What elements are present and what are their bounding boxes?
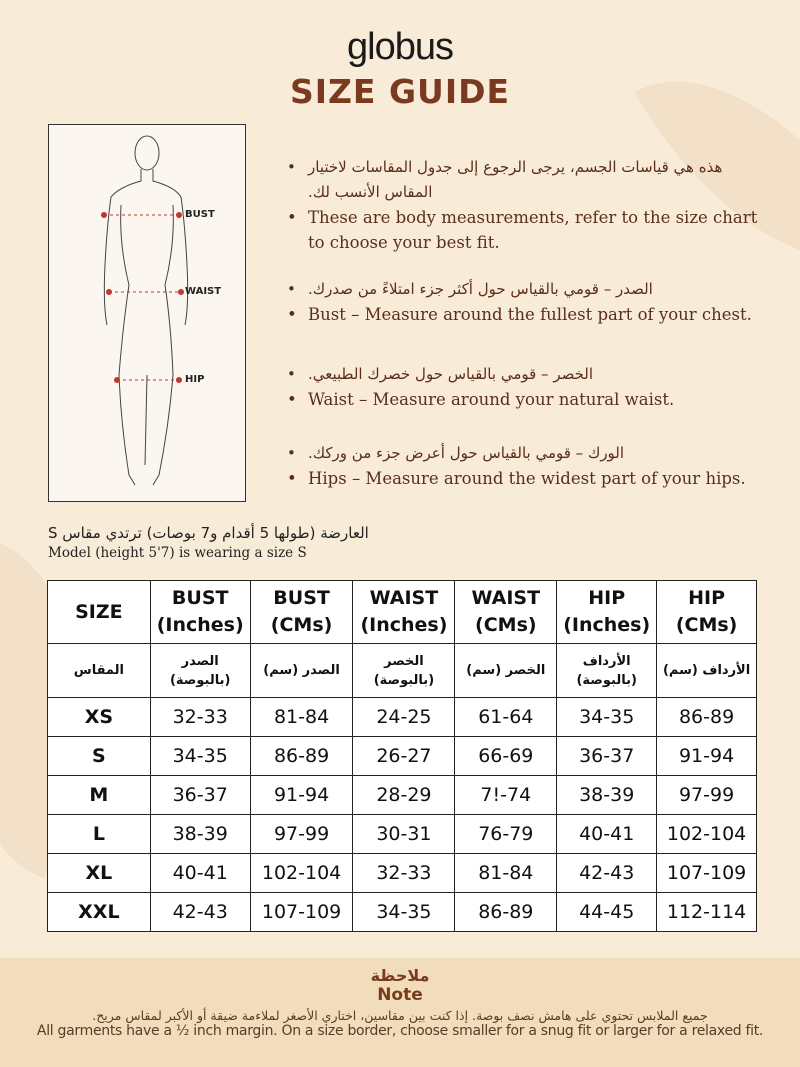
table-cell: 34-35: [352, 892, 456, 932]
table-cell: WAIST (CMs): [454, 580, 558, 644]
table-cell: 107-109: [656, 853, 757, 893]
table-cell: M: [47, 775, 151, 815]
table-cell: 91-94: [249, 775, 354, 815]
body-silhouette-icon: [101, 135, 189, 486]
waist-label: WAIST: [185, 286, 222, 297]
bullet-en: Waist – Measure around your natural wais…: [285, 387, 765, 412]
table-cell: 40-41: [149, 853, 251, 893]
table-cell: 24-25: [352, 697, 456, 737]
instruction-waist: الخصر – قومي بالقياس حول خصرك الطبيعي. W…: [285, 362, 765, 412]
table-cell: WAIST (Inches): [352, 580, 456, 644]
table-row: XS 32-33 81-84 24-25 61-64 34-35 86-89: [47, 697, 757, 737]
bullet-en: Hips – Measure around the widest part of…: [285, 466, 765, 491]
table-cell: 97-99: [249, 814, 354, 854]
table-row: XXL 42-43 107-109 34-35 86-89 44-45 112-114: [47, 892, 757, 932]
table-cell: 44-45: [556, 892, 658, 932]
table-cell: 81-84: [454, 853, 558, 893]
table-cell: SIZE: [47, 580, 151, 644]
table-cell: HIP (CMs): [656, 580, 757, 644]
bullet-ar: الخصر – قومي بالقياس حول خصرك الطبيعي.: [285, 362, 765, 387]
table-cell: 86-89: [656, 697, 757, 737]
table-row: XL 40-41 102-104 32-33 81-84 42-43 107-109: [47, 853, 757, 893]
note-title-en: Note: [377, 985, 423, 1005]
table-cell: 34-35: [149, 736, 251, 776]
table-cell: 40-41: [556, 814, 658, 854]
table-cell: 38-39: [556, 775, 658, 815]
page-title: SIZE GUIDE: [289, 72, 511, 111]
instruction-general: هذه هي قياسات الجسم، يرجى الرجوع إلى جدو…: [285, 155, 765, 255]
table-cell: L: [47, 814, 151, 854]
bullet-ar: الصدر – قومي بالقياس حول أكثر جزء امتلاء…: [285, 277, 765, 302]
table-header-row: SIZE BUST (Inches) BUST (CMs) WAIST (Inches…: [47, 580, 757, 644]
table-cell: 30-31: [352, 814, 456, 854]
table-cell: 26-27: [352, 736, 456, 776]
table-cell: 34-35: [556, 697, 658, 737]
table-cell: 91-94: [656, 736, 757, 776]
table-row: L 38-39 97-99 30-31 76-79 40-41 102-104: [47, 814, 757, 854]
table-cell: 66-69: [454, 736, 558, 776]
table-cell: 97-99: [656, 775, 757, 815]
table-cell: S: [47, 736, 151, 776]
note-title-ar: ملاحظة: [370, 966, 430, 985]
table-cell: 36-37: [556, 736, 658, 776]
table-cell: 28-29: [352, 775, 456, 815]
table-cell: 86-89: [454, 892, 558, 932]
table-cell: 61-64: [454, 697, 558, 737]
table-cell: الصدر (سم): [249, 643, 354, 698]
table-cell: الخصر (سم): [454, 643, 558, 698]
table-cell: BUST (CMs): [249, 580, 354, 644]
table-cell: الأرداف (بالبوصة): [556, 643, 658, 698]
table-cell: XL: [47, 853, 151, 893]
table-cell: HIP (Inches): [556, 580, 658, 644]
table-cell: 38-39: [149, 814, 251, 854]
brand-logo: globus: [347, 26, 454, 68]
table-cell: 86-89: [249, 736, 354, 776]
note-section: ملاحظة Note جميع الملابس تحتوي على هامش …: [0, 958, 800, 1067]
table-cell: XXL: [47, 892, 151, 932]
table-cell: 42-43: [556, 853, 658, 893]
table-cell: 107-109: [249, 892, 354, 932]
instruction-bust: الصدر – قومي بالقياس حول أكثر جزء امتلاء…: [285, 277, 765, 327]
model-info: العارضة (طولها 5 أقدام و7 بوصات) ترتدي م…: [48, 523, 369, 563]
table-cell: 36-37: [149, 775, 251, 815]
table-cell: 76-79: [454, 814, 558, 854]
size-chart-table: SIZE BUST (Inches) BUST (CMs) WAIST (Inches…: [47, 580, 757, 932]
note-text-ar: جميع الملابس تحتوي على هامش نصف بوصة. إذ…: [92, 1008, 708, 1023]
model-info-en: Model (height 5'7) is wearing a size S: [48, 545, 307, 561]
note-text-en: All garments have a ½ inch margin. On a …: [36, 1023, 764, 1039]
table-cell: 32-33: [352, 853, 456, 893]
table-row: S 34-35 86-89 26-27 66-69 36-37 91-94: [47, 736, 757, 776]
table-cell: الأرداف (سم): [656, 643, 757, 698]
model-info-ar: العارضة (طولها 5 أقدام و7 بوصات) ترتدي م…: [48, 524, 369, 542]
table-cell: 42-43: [149, 892, 251, 932]
table-cell: 102-104: [249, 853, 354, 893]
table-cell: المقاس: [47, 643, 151, 698]
bullet-en: Bust – Measure around the fullest part o…: [285, 302, 765, 327]
table-cell: BUST (Inches): [149, 580, 251, 644]
body-measurement-figure: BUST WAIST HIP: [48, 124, 246, 502]
table-cell: 32-33: [149, 697, 251, 737]
table-header-row-ar: المقاس الصدر (بالبوصة) الصدر (سم) الخصر (با…: [47, 643, 757, 698]
table-cell: 102-104: [656, 814, 757, 854]
instruction-hips: الورك – قومي بالقياس حول أعرض جزء من ورك…: [285, 441, 765, 491]
table-cell: 81-84: [249, 697, 354, 737]
table-cell: الخصر (بالبوصة): [352, 643, 456, 698]
bullet-en: These are body measurements, refer to th…: [285, 205, 765, 255]
bullet-ar: الورك – قومي بالقياس حول أعرض جزء من ورك…: [285, 441, 765, 466]
hip-label: HIP: [185, 374, 205, 385]
table-cell: الصدر (بالبوصة): [149, 643, 251, 698]
table-cell: 112-114: [656, 892, 757, 932]
table-cell: 7!-74: [454, 775, 558, 815]
bust-label: BUST: [185, 209, 215, 220]
bullet-ar: هذه هي قياسات الجسم، يرجى الرجوع إلى جدو…: [285, 155, 765, 205]
table-cell: XS: [47, 697, 151, 737]
table-row: M 36-37 91-94 28-29 7!-74 38-39 97-99: [47, 775, 757, 815]
